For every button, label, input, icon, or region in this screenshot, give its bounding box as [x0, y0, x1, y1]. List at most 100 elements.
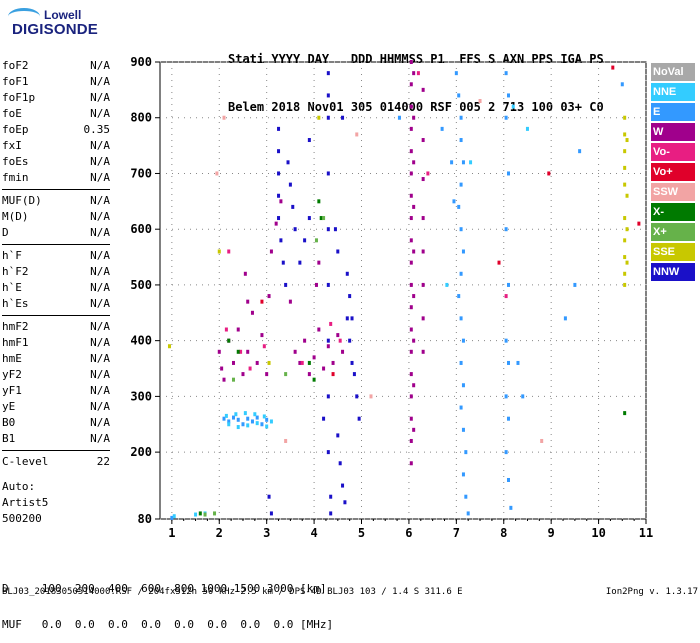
data-point [326, 115, 330, 120]
legend-item: Vo- [651, 143, 695, 161]
param-value: N/A [90, 320, 110, 333]
data-point [459, 316, 463, 321]
data-point [421, 138, 425, 143]
data-point [298, 260, 302, 265]
data-point [172, 514, 176, 519]
data-point [322, 216, 326, 221]
param-row: hmF2 N/A [2, 319, 110, 335]
data-point [267, 294, 271, 299]
data-point [231, 377, 235, 382]
legend-item: NoVal [651, 63, 695, 81]
data-point [236, 417, 240, 422]
logo-line2: DIGISONDE [12, 21, 98, 38]
data-point [227, 422, 231, 427]
data-point [464, 494, 468, 499]
auto-software: Artist5 [2, 496, 49, 509]
data-point [409, 349, 413, 354]
data-point [409, 282, 413, 287]
x-tick-label: 10 [591, 526, 605, 540]
param-row: MUF(D) N/A [2, 193, 110, 209]
data-point [459, 360, 463, 365]
data-point [198, 511, 202, 516]
data-point [409, 193, 413, 198]
data-point [331, 360, 335, 365]
data-point [506, 282, 510, 287]
data-point [203, 512, 207, 517]
data-point [409, 305, 413, 310]
data-point [262, 344, 266, 349]
data-point [397, 115, 401, 120]
data-point [445, 282, 449, 287]
data-point [338, 338, 342, 343]
data-point [341, 115, 345, 120]
param-row: hmF1 N/A [2, 335, 110, 351]
data-point [412, 204, 416, 209]
data-point [506, 360, 510, 365]
x-tick-label: 3 [263, 526, 270, 540]
data-point [269, 511, 273, 516]
data-point [409, 82, 413, 87]
param-name: yF1 [2, 384, 22, 397]
data-point [457, 204, 461, 209]
data-point [246, 299, 250, 304]
plot-frame [159, 61, 647, 520]
param-value: N/A [90, 107, 110, 120]
param-row: M(D) N/A [2, 209, 110, 225]
x-tick-label: 11 [639, 526, 653, 540]
data-point [509, 505, 513, 510]
y-tick-label: 400 [130, 334, 152, 348]
param-value: N/A [90, 171, 110, 184]
data-point [336, 433, 340, 438]
data-point [317, 260, 321, 265]
data-point [326, 282, 330, 287]
data-point [409, 461, 413, 466]
data-point [288, 299, 292, 304]
param-value: 22 [96, 455, 110, 468]
data-point [338, 461, 342, 466]
data-point [234, 412, 238, 417]
data-point [343, 500, 347, 505]
data-point [220, 366, 224, 371]
data-point [459, 405, 463, 410]
data-point [421, 216, 425, 221]
data-point [421, 87, 425, 92]
data-point [317, 327, 321, 332]
x-tick-label: 9 [548, 526, 555, 540]
polarization-legend: NoVal NNE E W Vo- Vo+ SSW X- X+ SSE NNW [651, 63, 695, 283]
data-point [277, 126, 281, 131]
data-point [459, 227, 463, 232]
data-point [326, 338, 330, 343]
param-name: hmF2 [2, 320, 29, 333]
param-name: D [2, 226, 9, 239]
data-point [265, 424, 269, 429]
data-point [267, 360, 271, 365]
param-divider [2, 450, 110, 451]
data-point [352, 372, 356, 377]
data-point [281, 260, 285, 265]
legend-item: W [651, 123, 695, 141]
data-point [464, 450, 468, 455]
data-point [255, 421, 259, 426]
data-point [412, 160, 416, 165]
data-point [265, 372, 269, 377]
data-point [540, 438, 544, 443]
data-point [307, 138, 311, 143]
param-value: N/A [90, 210, 110, 223]
data-point [243, 411, 247, 416]
data-point [623, 165, 627, 170]
data-point [227, 249, 231, 254]
data-point [222, 115, 226, 120]
data-point [312, 355, 316, 360]
data-point [333, 227, 337, 232]
data-point [409, 260, 413, 265]
data-point [412, 383, 416, 388]
data-point [547, 171, 551, 176]
param-name: foEs [2, 155, 29, 168]
param-value: N/A [90, 91, 110, 104]
data-point [314, 238, 318, 243]
param-name: B0 [2, 416, 16, 429]
data-point [409, 327, 413, 332]
data-point [350, 360, 354, 365]
data-point [355, 394, 359, 399]
param-name: hmF1 [2, 336, 29, 349]
